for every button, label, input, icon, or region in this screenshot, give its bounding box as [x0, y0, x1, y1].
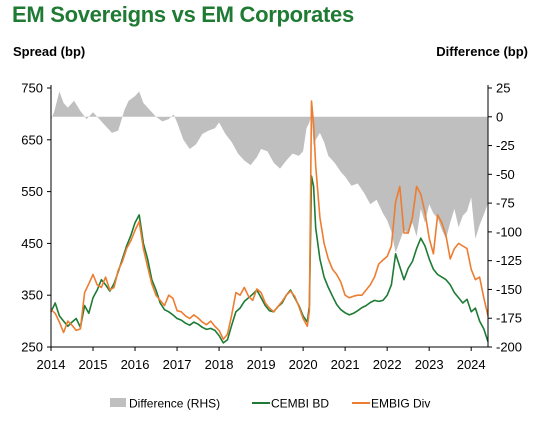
right-tick-label: -150 [496, 282, 522, 297]
right-axis-title: Difference (bp) [436, 44, 528, 59]
series-area-difference [51, 91, 488, 253]
right-tick-label: 0 [496, 109, 503, 124]
legend-swatch-difference-rhs- [110, 398, 126, 407]
left-tick-label: 650 [21, 132, 43, 147]
x-tick-label: 2021 [331, 357, 360, 372]
legend-label-cembi-bd: CEMBI BD [271, 397, 329, 411]
left-tick-label: 350 [21, 288, 43, 303]
x-tick-label: 2019 [247, 357, 276, 372]
left-tick-label: 550 [21, 184, 43, 199]
right-tick-label: -125 [496, 253, 522, 268]
series-line-layer [50, 100, 489, 344]
left-tick-label: 750 [21, 81, 43, 96]
right-tick-label: -25 [496, 138, 515, 153]
left-axis-title: Spread (bp) [13, 44, 86, 59]
left-tick-label: 450 [21, 236, 43, 251]
series-line-embig-div [50, 100, 489, 340]
x-tick-label: 2016 [121, 357, 150, 372]
right-tick-label: -50 [496, 167, 515, 182]
x-tick-label: 2017 [163, 357, 192, 372]
right-tick-label: -200 [496, 340, 522, 355]
legend-label-embig-div: EMBIG Div [371, 397, 430, 411]
right-tick-label: -100 [496, 224, 522, 239]
x-tick-label: 2023 [415, 357, 444, 372]
difference-area-layer [51, 91, 488, 253]
x-tick-label: 2018 [205, 357, 234, 372]
x-tick-label: 2024 [457, 357, 486, 372]
x-tick-label: 2014 [37, 357, 66, 372]
left-tick-label: 250 [21, 340, 43, 355]
x-tick-label: 2020 [289, 357, 318, 372]
right-tick-label: 25 [496, 81, 510, 96]
legend: Difference (RHS) CEMBI BD EMBIG Div [110, 397, 430, 411]
right-tick-label: -175 [496, 311, 522, 326]
x-tick-label: 2022 [373, 357, 402, 372]
legend-label-difference-rhs-: Difference (RHS) [129, 397, 220, 411]
right-tick-label: -75 [496, 196, 515, 211]
axis-layer: 250350450550650750-200-175-150-125-100-7… [21, 81, 522, 373]
x-tick-label: 2015 [79, 357, 108, 372]
chart-title: EM Sovereigns vs EM Corporates [12, 2, 354, 27]
